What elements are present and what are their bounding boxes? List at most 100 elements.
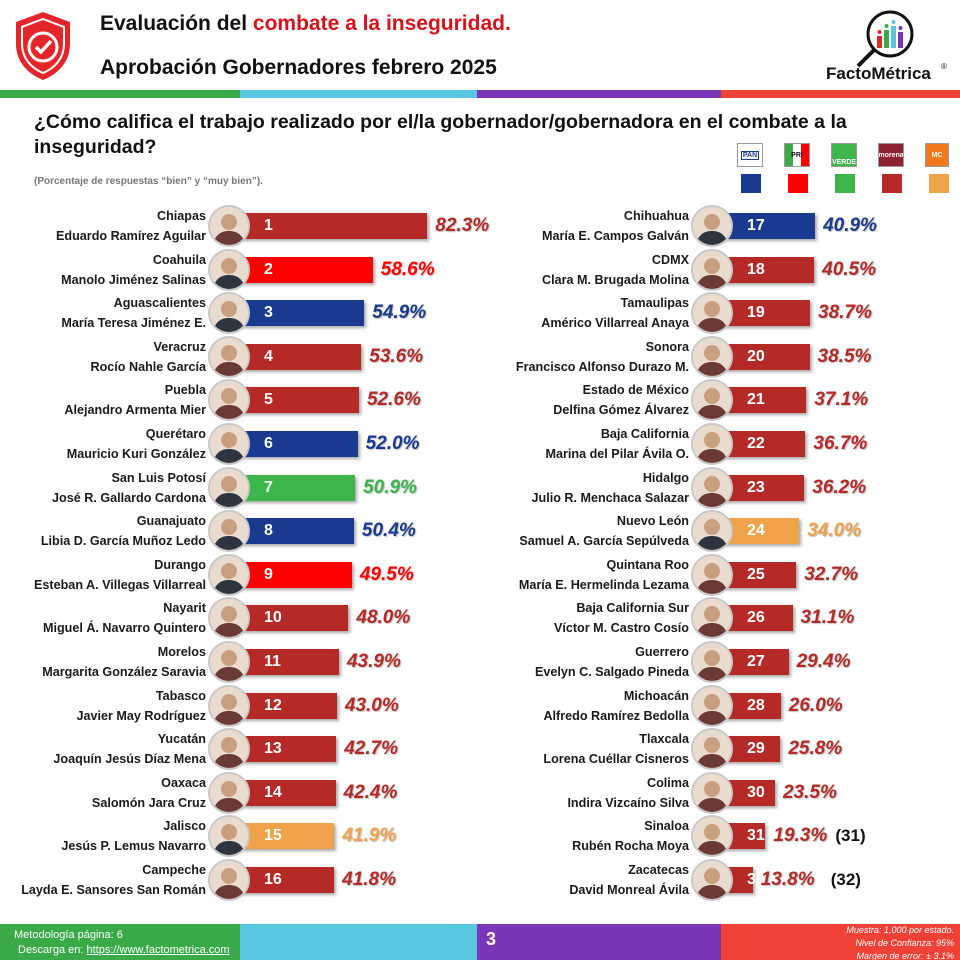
response-note: (Porcentaje de respuestas “bien” y “muy … [34,176,263,187]
rank-number: 8 [264,522,273,540]
governor-name: Marina del Pilar Ávila O. [545,447,689,461]
governor-name: Margarita González Saravia [42,665,206,679]
governor-row: CDMX Clara M. Brugada Molina 18 40.5% [0,248,960,292]
governor-name: Joaquín Jesús Díaz Mena [53,752,206,767]
governor-name: Rocío Nahle García [90,359,206,374]
governor-photo-icon [691,859,733,901]
governor-photo-icon [691,466,733,509]
value-bar [721,431,806,457]
value-label: 41.8% [342,869,396,890]
governor-name: Mauricio Kuri González [66,447,206,461]
state-name: Chihuahua [623,209,689,223]
value-label: 53.6% [369,345,424,367]
governor-photo-icon [208,205,250,247]
value-label: 41.9% [342,825,397,847]
governor-label: Michoacán Alfredo Ramírez Bedolla [543,686,689,726]
governor-name: Layda E. Sansores San Román [21,883,206,897]
value-bar [238,256,373,283]
governor-label: Nuevo León Samuel A. García Sepúlveda [519,511,689,551]
download-label: Descarga en: [18,944,87,956]
methodology-text: Metodología página: 6 [14,929,123,941]
state-name: Veracruz [153,339,206,354]
governor-name: Miguel Á. Navarro Quintero [42,621,206,636]
value-bar [238,561,352,588]
value-bar [721,213,816,239]
state-name: Hidalgo [642,470,689,485]
governor-photo-icon [208,553,250,596]
rank-number: 13 [264,740,282,758]
governor-name: Francisco Alfonso Durazo M. [515,359,689,374]
shield-check-icon [16,12,70,80]
state-name: Nayarit [163,601,206,616]
pan-logo: PAN [737,143,763,167]
value-label: 43.0% [344,694,399,716]
state-name: Coahuila [152,252,206,267]
governor-row: Baja California Marina del Pilar Ávila O.… [0,422,960,466]
governor-photo-icon [691,684,733,727]
governor-row: San Luis Potosí José R. Gallardo Cardona 7… [0,466,960,510]
state-name: Sinaloa [644,819,689,834]
download-link[interactable]: https://www.factometrica.com [86,944,230,956]
governor-name: Eduardo Ramírez Aguilar [56,229,206,243]
governor-label: Querétaro Mauricio Kuri González [67,424,206,464]
value-bar [721,387,807,414]
state-name: Tlaxcala [639,732,689,747]
rank-number: 7 [264,478,273,496]
pri-logo: PRI [784,143,810,167]
title-prefix: Evaluación del [100,12,253,35]
verde-logo: VERDE [831,143,857,167]
page-subtitle: Aprobación Gobernadores febrero 2025 [100,56,497,79]
governor-photo-icon [208,641,250,683]
brand-name: FactoMétrica [826,64,931,83]
value-label: 19.3% [773,825,828,847]
footer-band-cyan [240,924,477,960]
value-bar [721,518,800,545]
governor-label: Jalisco Jesús P. Lemus Navarro [61,816,206,856]
governor-name: José R. Gallardo Cardona [52,490,206,505]
governor-label: Oaxaca Salomón Jara Cruz [92,773,206,813]
rank-number: 23 [747,478,765,496]
value-bar [238,823,335,850]
governor-photo-icon [208,423,250,465]
governor-row: Quintana Roo María E. Hermelinda Lezama 25… [0,553,960,597]
legend-swatch-verde [835,174,855,193]
value-label: 58.6% [380,258,435,280]
governor-name: Esteban A. Villegas Villarreal [34,577,206,592]
state-name: Yucatán [157,732,206,747]
legend-label-pan: PAN [740,150,760,160]
governor-row: Yucatán Joaquín Jesús Díaz Mena 13 42.7% [0,727,960,771]
governor-row: Durango Esteban A. Villegas Villarreal 9 49… [0,553,960,597]
rank-number: 27 [747,653,765,670]
governor-row: Nuevo León Samuel A. García Sepúlveda 24 34… [0,509,960,553]
morena-logo: morena [878,143,904,167]
value-label: 50.9% [363,476,417,498]
state-name: Guanajuato [136,514,206,529]
state-name: Estado de México [582,383,689,398]
value-label: 37.1% [814,389,869,411]
governor-photo-icon [691,335,733,378]
value-label: 31.1% [800,607,855,629]
rank-annotation: (32) [830,870,861,889]
governor-photo-icon [691,815,733,858]
rank-number: 19 [747,304,765,322]
title-highlight: combate a la inseguridad. [252,12,511,35]
value-label: 54.9% [372,302,427,324]
rank-number: 25 [747,565,765,583]
color-stripe-green [0,90,240,98]
rank-number: 9 [264,565,273,583]
legend-swatch-mc [929,174,949,193]
governor-photo-icon [691,423,733,465]
value-label: 40.9% [823,215,877,236]
state-name: Durango [154,557,206,572]
sample-size: Muestra: 1,000 por estado. [846,925,954,935]
governor-label: Aguascalientes María Teresa Jiménez E. [61,293,206,333]
governor-row: Jalisco Jesús P. Lemus Navarro 15 41.9% [0,814,960,858]
value-bar [238,692,337,719]
state-name: Jalisco [163,819,206,834]
governor-row: Baja California Sur Víctor M. Castro Cosí… [0,596,960,640]
governor-label: Nayarit Miguel Á. Navarro Quintero [43,598,206,638]
governor-row: Veracruz Rocío Nahle García 4 53.6% [0,335,960,379]
state-name: Oaxaca [161,775,206,790]
governor-row: Chihuahua María E. Campos Galván 17 40.9% [0,204,960,248]
value-label: 52.0% [365,433,420,454]
